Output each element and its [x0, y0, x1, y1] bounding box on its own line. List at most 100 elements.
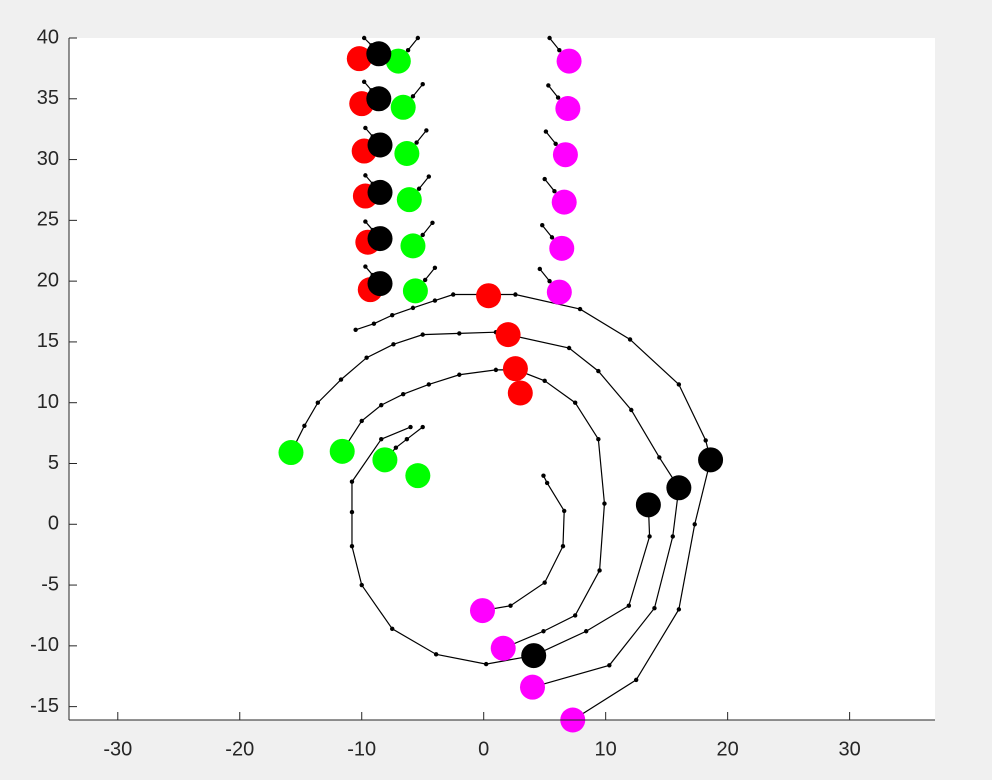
agent-marker: [521, 643, 547, 669]
y-tick-label: 15: [37, 330, 59, 352]
trajectory-point: [349, 509, 355, 515]
trajectory-point: [553, 141, 558, 146]
trajectory-point: [607, 663, 612, 668]
trajectory-point: [363, 264, 368, 269]
agent-marker: [402, 278, 428, 304]
agent-marker: [367, 271, 393, 297]
agent-marker: [385, 48, 411, 74]
trajectory-point: [555, 95, 561, 100]
trajectory-point: [457, 372, 462, 377]
agent-marker: [394, 140, 420, 166]
trajectory-point: [359, 418, 364, 424]
trajectory-point: [420, 424, 425, 430]
trajectory-point: [596, 436, 601, 442]
trajectory-point: [391, 342, 396, 347]
agent-marker: [555, 96, 581, 122]
x-tick-label: -30: [103, 738, 132, 760]
trajectory-point: [420, 332, 425, 337]
trajectory-point: [676, 607, 682, 612]
trajectory-point: [602, 501, 607, 506]
agent-marker: [507, 380, 533, 406]
trajectory-point: [546, 83, 551, 88]
trajectory-point: [414, 140, 419, 145]
trajectory-point: [577, 306, 583, 312]
trajectory-point: [703, 438, 708, 443]
trajectory-point: [422, 277, 428, 283]
agent-marker: [367, 179, 393, 205]
trajectory-point: [353, 327, 358, 332]
trajectory-point: [633, 677, 639, 683]
trajectory-point: [364, 355, 369, 360]
x-tick-label: 30: [838, 738, 860, 760]
trajectory-point: [542, 580, 547, 585]
trajectory-point: [315, 400, 321, 405]
y-tick-label: 40: [37, 26, 59, 48]
agent-marker: [396, 187, 422, 213]
agent-marker: [346, 46, 372, 72]
y-tick-label: 0: [48, 513, 59, 535]
y-tick-label: 35: [37, 87, 59, 109]
trajectory-point: [430, 220, 435, 225]
trajectory-point: [692, 522, 697, 527]
trajectory-point: [540, 223, 545, 228]
y-tick-label: 20: [37, 269, 59, 291]
trajectory-point: [572, 400, 578, 405]
trajectory-point: [451, 292, 456, 297]
y-tick-label: 5: [48, 452, 59, 474]
trajectory-point: [390, 626, 395, 632]
trajectory-point: [361, 35, 367, 41]
agent-marker: [367, 132, 393, 158]
trajectory-point: [547, 35, 552, 41]
trajectory-point: [542, 176, 547, 182]
trajectory-point: [404, 436, 410, 442]
trajectory-point: [363, 173, 368, 178]
agent-marker: [469, 598, 495, 624]
trajectory-point: [390, 312, 395, 318]
agent-marker: [556, 48, 582, 74]
agent-marker: [552, 142, 578, 168]
agent-marker: [329, 438, 355, 464]
agent-marker: [366, 41, 392, 67]
x-tick-label: -20: [225, 738, 254, 760]
trajectory-point: [596, 368, 601, 374]
trajectory: [341, 369, 606, 649]
trajectory-point: [657, 455, 662, 460]
trajectory-point: [572, 613, 578, 618]
trajectory-point: [629, 407, 634, 413]
agent-marker: [495, 322, 521, 348]
trajectory-point: [393, 445, 399, 450]
y-tick-label: -5: [41, 573, 59, 595]
trajectory-point: [583, 629, 589, 634]
trajectory: [351, 426, 651, 665]
agent-marker: [502, 356, 528, 382]
trajectory-point: [416, 186, 422, 191]
trajectory-point: [401, 391, 406, 397]
trajectory-point: [566, 345, 572, 351]
agent-marker: [635, 492, 661, 518]
trajectory-point: [420, 232, 425, 238]
trajectory-point: [432, 265, 438, 270]
trajectory-point: [627, 337, 633, 342]
trajectory-point: [302, 423, 307, 429]
x-tick-label: 0: [478, 738, 489, 760]
trajectory-point: [349, 543, 355, 549]
y-tick-label: 25: [37, 209, 59, 231]
trajectory-point: [410, 94, 416, 99]
trajectory-point: [626, 603, 632, 608]
agent-marker: [551, 189, 577, 215]
trajectory-point: [544, 480, 550, 486]
trajectory-point: [483, 661, 489, 667]
agent-marker: [549, 235, 575, 261]
trajectory-point: [363, 125, 368, 131]
trajectory-point: [537, 266, 543, 272]
y-tick-label: -15: [30, 695, 59, 717]
plot-area: [69, 38, 935, 720]
trajectory-point: [552, 188, 557, 194]
trajectory-point: [542, 378, 547, 384]
trajectory-point: [652, 605, 657, 611]
agent-marker: [666, 475, 692, 501]
trajectory-point: [405, 47, 411, 53]
agent-marker: [278, 440, 304, 466]
y-tick-label: -10: [30, 634, 59, 656]
trajectory-point: [363, 219, 368, 224]
